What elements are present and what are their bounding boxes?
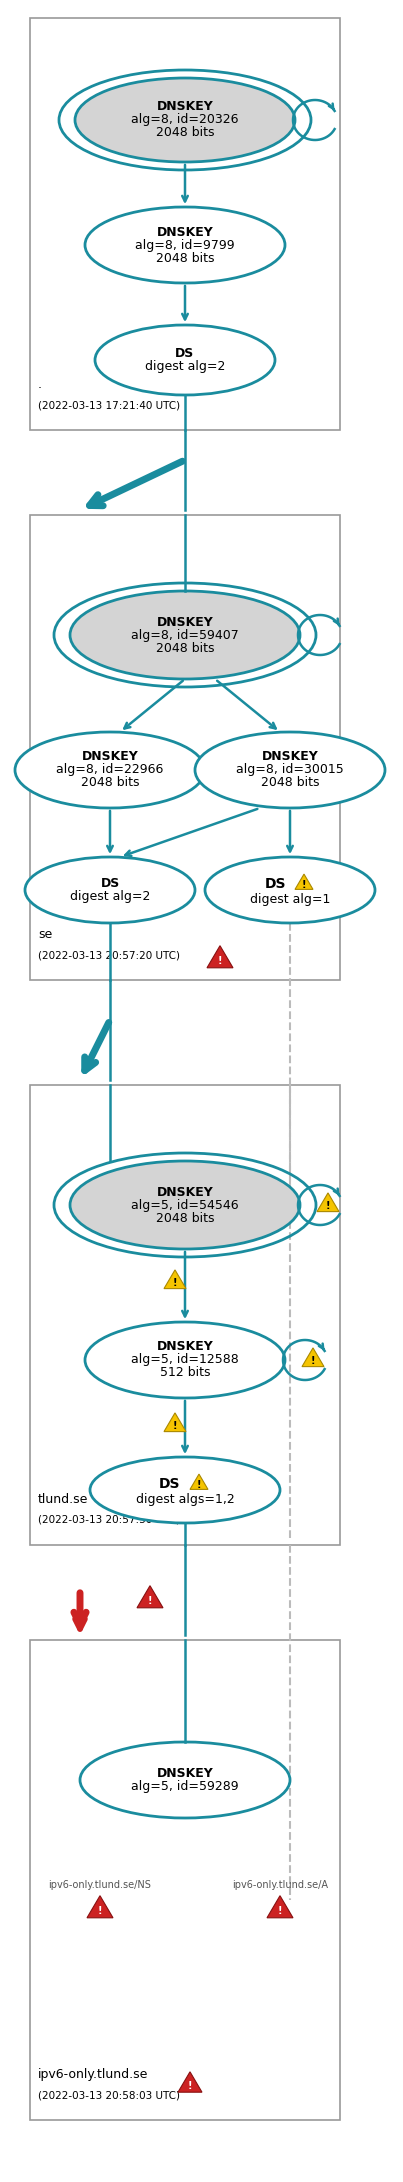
Text: alg=5, id=12588: alg=5, id=12588 xyxy=(131,1353,239,1366)
Polygon shape xyxy=(267,1896,293,1918)
Text: DNSKEY: DNSKEY xyxy=(157,1340,213,1353)
Ellipse shape xyxy=(205,858,375,923)
Text: ipv6-only.tlund.se: ipv6-only.tlund.se xyxy=(38,2069,148,2082)
Text: DNSKEY: DNSKEY xyxy=(82,751,138,764)
Text: DNSKEY: DNSKEY xyxy=(157,100,213,113)
Text: (2022-03-13 20:57:20 UTC): (2022-03-13 20:57:20 UTC) xyxy=(38,949,180,960)
Text: (2022-03-13 20:57:30 UTC): (2022-03-13 20:57:30 UTC) xyxy=(38,1514,180,1525)
Bar xyxy=(30,17,340,430)
Bar xyxy=(30,1641,340,2121)
Polygon shape xyxy=(295,875,313,890)
Text: digest algs=1,2: digest algs=1,2 xyxy=(136,1492,235,1506)
Text: !: ! xyxy=(98,1907,102,1916)
Text: alg=8, id=59407: alg=8, id=59407 xyxy=(131,628,239,642)
Text: digest alg=1: digest alg=1 xyxy=(250,892,330,906)
Ellipse shape xyxy=(70,591,300,679)
Text: !: ! xyxy=(311,1355,315,1366)
Ellipse shape xyxy=(90,1458,280,1523)
Polygon shape xyxy=(164,1414,186,1431)
Text: (2022-03-13 17:21:40 UTC): (2022-03-13 17:21:40 UTC) xyxy=(38,399,180,410)
Text: digest alg=2: digest alg=2 xyxy=(145,360,225,373)
Text: DNSKEY: DNSKEY xyxy=(157,1185,213,1198)
Text: DS: DS xyxy=(100,877,120,890)
Text: 2048 bits: 2048 bits xyxy=(81,777,139,790)
Text: DS: DS xyxy=(158,1477,180,1490)
Text: !: ! xyxy=(218,956,222,967)
Polygon shape xyxy=(302,1348,324,1366)
Text: 2048 bits: 2048 bits xyxy=(156,642,214,655)
Text: !: ! xyxy=(278,1907,282,1916)
Text: !: ! xyxy=(302,879,306,890)
Bar xyxy=(30,515,340,980)
Text: 2048 bits: 2048 bits xyxy=(156,251,214,264)
Polygon shape xyxy=(178,2071,202,2093)
Text: DNSKEY: DNSKEY xyxy=(262,751,318,764)
Ellipse shape xyxy=(195,731,385,807)
Text: DS: DS xyxy=(175,347,195,360)
Ellipse shape xyxy=(75,79,295,161)
Ellipse shape xyxy=(25,858,195,923)
Text: .: . xyxy=(38,377,42,391)
Text: !: ! xyxy=(173,1420,177,1431)
Ellipse shape xyxy=(80,1741,290,1818)
Polygon shape xyxy=(164,1270,186,1290)
Text: DNSKEY: DNSKEY xyxy=(157,225,213,238)
Ellipse shape xyxy=(85,1322,285,1399)
Bar xyxy=(30,1084,340,1545)
Text: alg=5, id=54546: alg=5, id=54546 xyxy=(131,1198,239,1211)
Text: !: ! xyxy=(188,2082,192,2090)
Text: tlund.se: tlund.se xyxy=(38,1492,88,1506)
Text: se: se xyxy=(38,927,52,940)
Text: 2048 bits: 2048 bits xyxy=(156,127,214,140)
Polygon shape xyxy=(207,945,233,969)
Ellipse shape xyxy=(95,325,275,395)
Text: DNSKEY: DNSKEY xyxy=(157,1767,213,1781)
Text: alg=8, id=22966: alg=8, id=22966 xyxy=(56,764,164,777)
Text: 2048 bits: 2048 bits xyxy=(261,777,319,790)
Text: digest alg=2: digest alg=2 xyxy=(70,890,150,903)
Ellipse shape xyxy=(70,1161,300,1248)
Text: 512 bits: 512 bits xyxy=(160,1366,210,1379)
Text: ipv6-only.tlund.se/A: ipv6-only.tlund.se/A xyxy=(232,1881,328,1890)
Text: alg=8, id=20326: alg=8, id=20326 xyxy=(131,113,239,127)
Text: alg=5, id=59289: alg=5, id=59289 xyxy=(131,1781,239,1794)
Text: DS: DS xyxy=(265,877,287,890)
Text: !: ! xyxy=(173,1279,177,1287)
Polygon shape xyxy=(190,1475,208,1490)
Polygon shape xyxy=(317,1194,339,1211)
Text: !: ! xyxy=(326,1200,330,1211)
Text: DNSKEY: DNSKEY xyxy=(157,615,213,628)
Text: ipv6-only.tlund.se/NS: ipv6-only.tlund.se/NS xyxy=(49,1881,152,1890)
Polygon shape xyxy=(87,1896,113,1918)
Ellipse shape xyxy=(85,207,285,284)
Text: (2022-03-13 20:58:03 UTC): (2022-03-13 20:58:03 UTC) xyxy=(38,2090,180,2099)
Text: !: ! xyxy=(197,1479,201,1490)
Text: 2048 bits: 2048 bits xyxy=(156,1211,214,1224)
Polygon shape xyxy=(137,1586,163,1608)
Text: !: ! xyxy=(148,1597,152,1606)
Text: alg=8, id=9799: alg=8, id=9799 xyxy=(135,238,235,251)
Text: alg=8, id=30015: alg=8, id=30015 xyxy=(236,764,344,777)
Ellipse shape xyxy=(15,731,205,807)
